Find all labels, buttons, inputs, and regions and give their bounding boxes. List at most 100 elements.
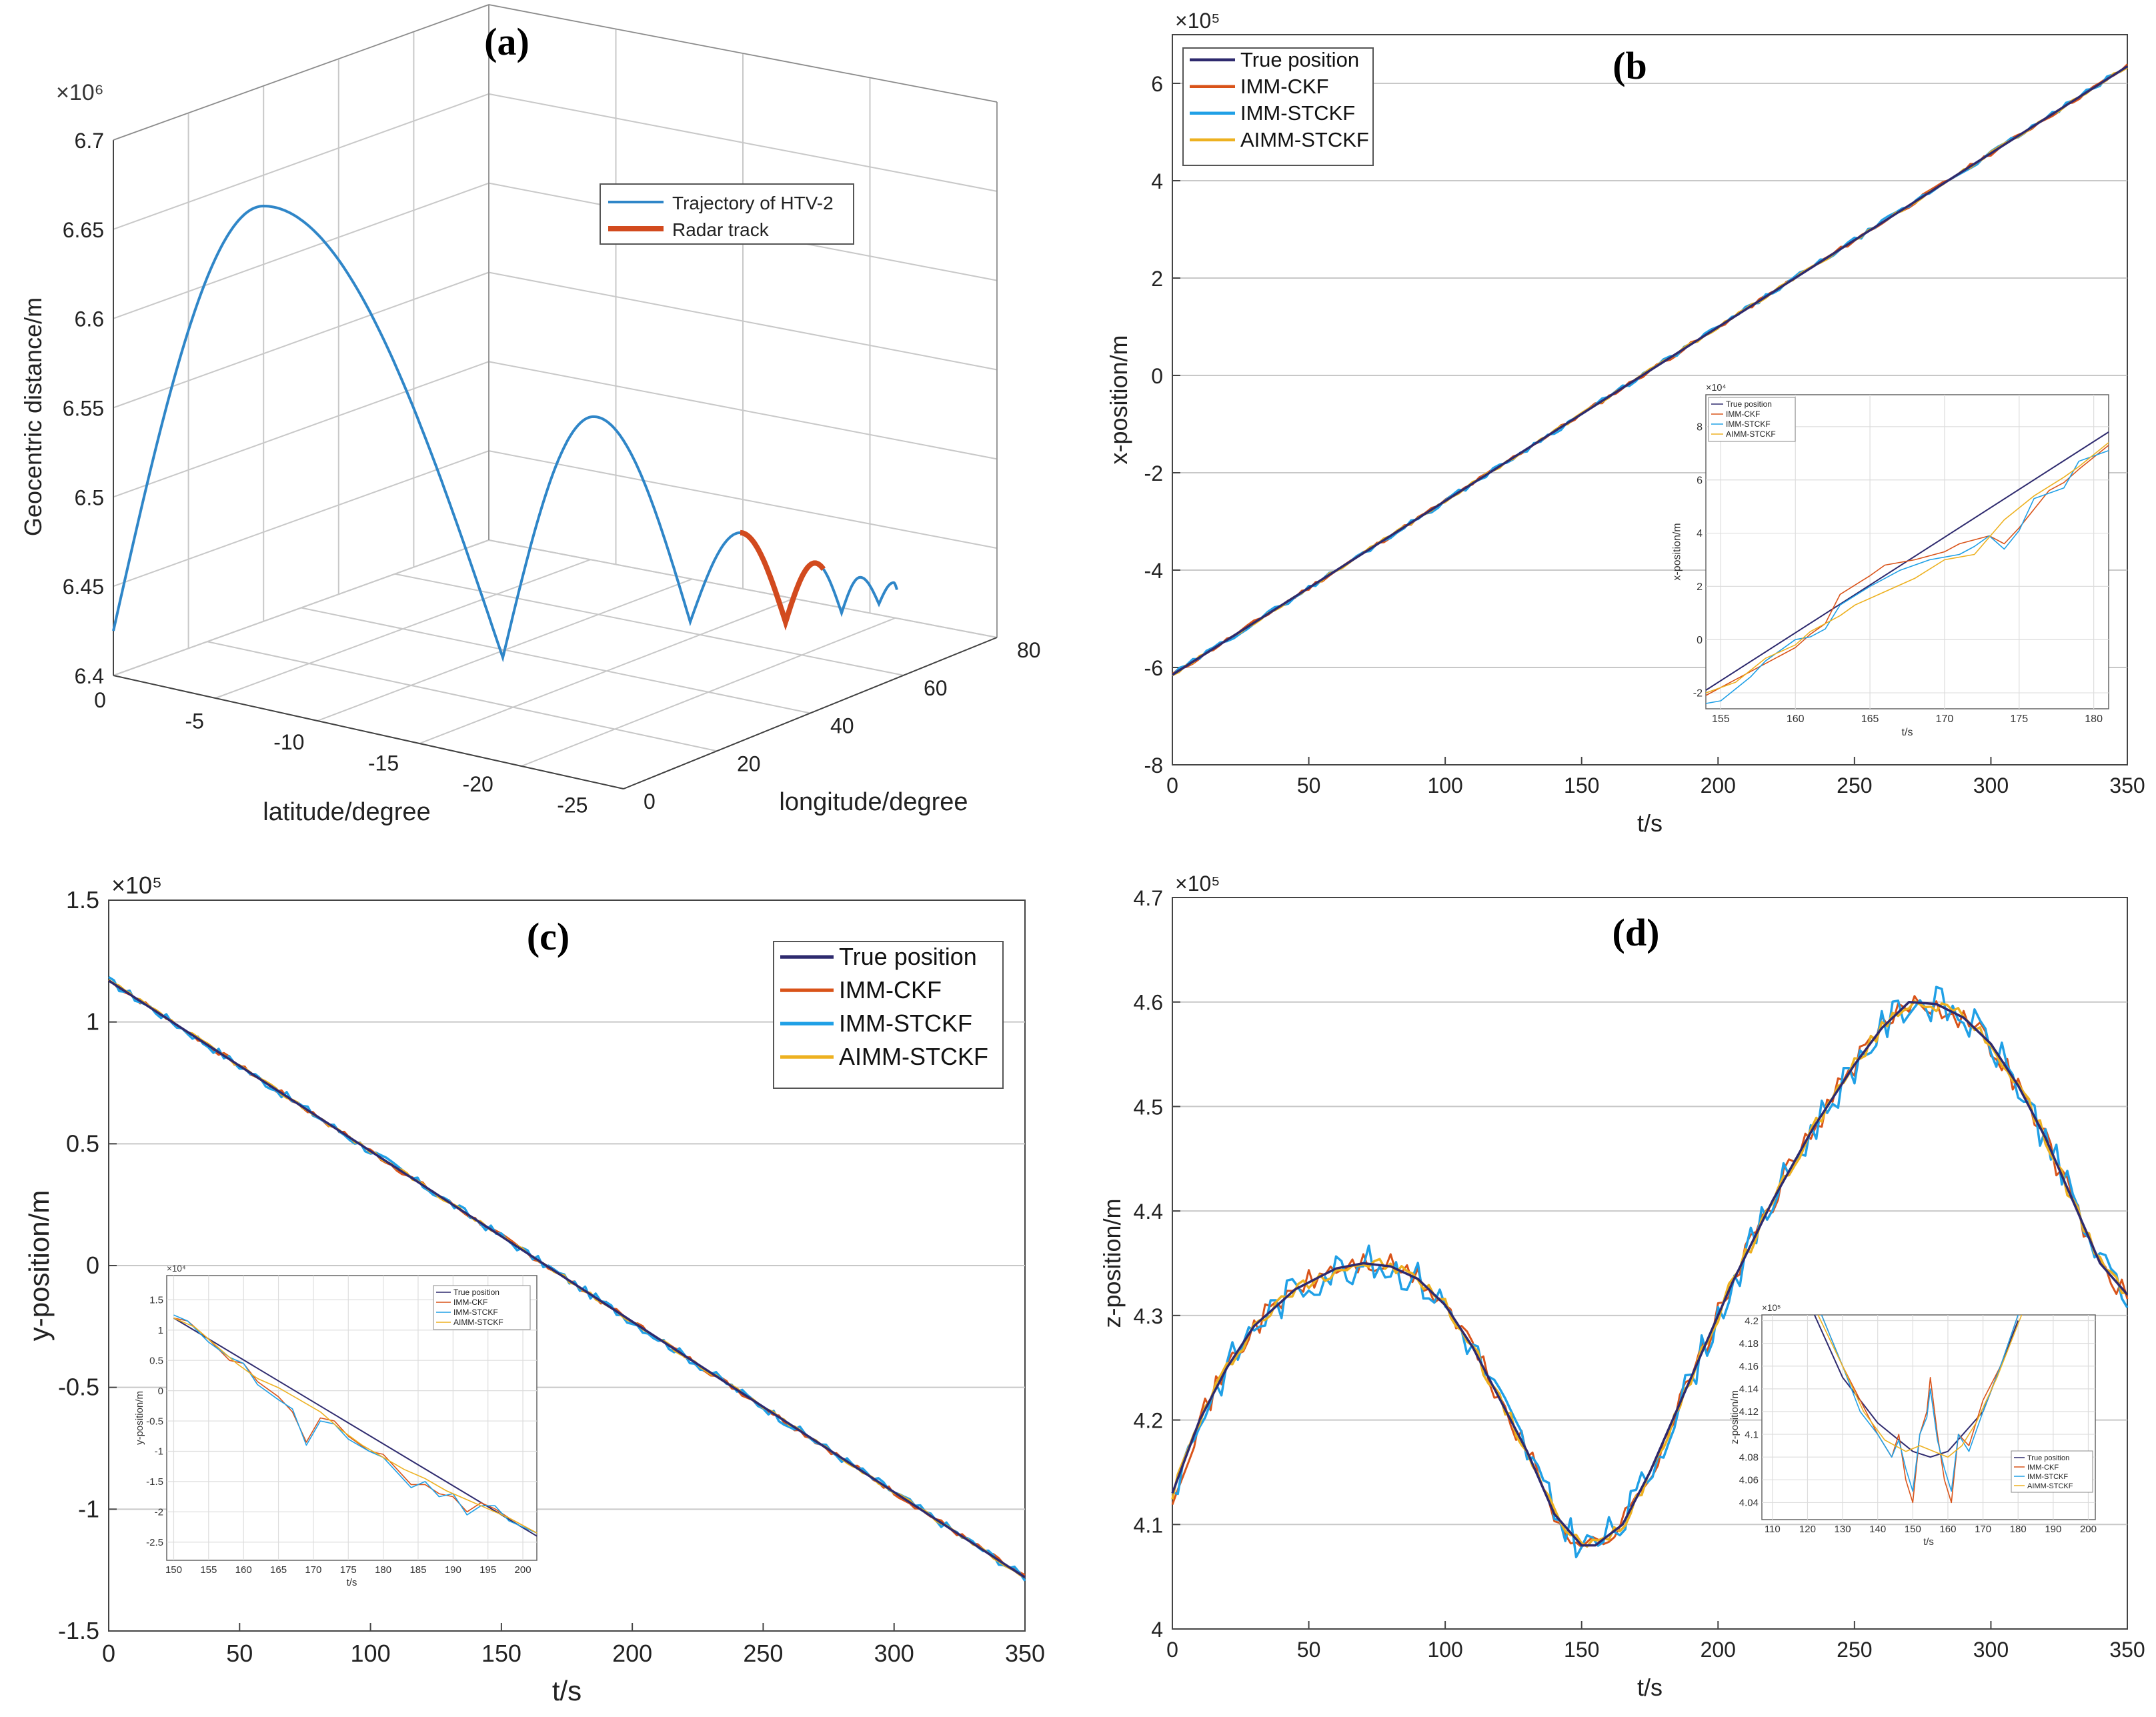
y-tick-label: 4.6 [1134, 991, 1163, 1015]
inset-y-tick: 4.12 [1739, 1406, 1759, 1418]
inset-x-tick: 130 [1835, 1524, 1851, 1535]
y-tick-label: 6 [1151, 72, 1163, 96]
x-tick-label: 350 [1005, 1640, 1045, 1667]
inset-y-tick: 0 [158, 1386, 163, 1397]
true-position-line [1171, 1000, 2129, 1547]
panel-label: (c) [527, 915, 570, 958]
x-tick-label: 0 [102, 1640, 115, 1667]
x-tick-label: 200 [1701, 773, 1736, 797]
y-tick-label: 0 [86, 1252, 99, 1279]
y-axis-label: y-position/m [23, 1190, 55, 1341]
inset-x-tick: 195 [479, 1564, 496, 1576]
x-tick-label: 350 [2109, 1638, 2145, 1662]
legend-entry: True position [1240, 48, 1359, 71]
inset-legend-entry: IMM-CKF [1726, 409, 1760, 419]
inset-x-tick: 180 [2085, 713, 2103, 725]
axis-edge [623, 637, 998, 789]
inset-legend-entry: AIMM-STCKF [1726, 429, 1776, 439]
inset-y-tick: -2 [1693, 688, 1703, 699]
inset-y-tick: 1.5 [149, 1295, 163, 1306]
inset-legend-entry: IMM-STCKF [453, 1308, 498, 1317]
panel-label: (b [1612, 44, 1647, 87]
y-tick-label: 4.3 [1134, 1304, 1163, 1328]
y-tick-label: -1.5 [58, 1617, 99, 1644]
inset-y-tick: 4.04 [1739, 1498, 1759, 1509]
y-tick-label: 0 [1151, 364, 1163, 388]
floor-gridline [207, 641, 718, 752]
y-tick-label: -1 [78, 1495, 99, 1522]
legend-box [1182, 47, 1374, 166]
x-tick-label: 300 [1973, 773, 2009, 797]
y-tick-label: 4.1 [1134, 1513, 1163, 1537]
panel-b-x-position: -8 -6 -4 -2 0 2 4 6 0 50 100 150 200 250 300 350 ×10⁵ t/s… [1105, 9, 2145, 837]
inset-x-tick: 110 [1765, 1524, 1781, 1535]
x-tick-label: 0 [94, 688, 106, 712]
legend-box [773, 941, 1004, 1089]
wall-gridline [113, 361, 489, 498]
y-axis-label: z-position/m [1098, 1198, 1126, 1328]
inset-legend-entry: AIMM-STCKF [453, 1318, 503, 1327]
wall-gridline [113, 182, 489, 319]
y-tick-label: 20 [737, 751, 761, 775]
wall-gridline [113, 450, 489, 587]
inset-x-tick: 190 [445, 1564, 461, 1576]
legend-entry: AIMM-STCKF [839, 1043, 988, 1070]
y-scale-label: ×10⁵ [1175, 872, 1220, 896]
inset-y-tick: 4.2 [1745, 1316, 1759, 1327]
panel-label: (d) [1612, 911, 1660, 954]
true-position-line [108, 980, 1026, 1579]
inset-legend-entry: IMM-CKF [453, 1298, 487, 1307]
legend-entry: IMM-CKF [1240, 75, 1329, 98]
axis-edge [113, 675, 624, 789]
inset-y-tick: 0.5 [149, 1355, 163, 1366]
inset-x-tick: 200 [2080, 1524, 2097, 1535]
floor-gridline [301, 607, 811, 714]
x-axis-label: t/s [1637, 809, 1663, 837]
inset-aimm-stckf-line [1705, 442, 2109, 693]
floor-gridline [488, 539, 998, 638]
inset-imm-stckf-line [1705, 450, 2109, 704]
y-tick-label: 1.5 [66, 886, 99, 914]
htv2-trajectory-line [112, 204, 898, 663]
inset-y-tick: 2 [1697, 581, 1703, 593]
true-position-line [1172, 65, 2128, 676]
y-tick-label: 4 [1151, 169, 1163, 193]
inset-legend-box [2011, 1450, 2093, 1493]
inset-scale: ×10⁴ [1706, 383, 1727, 393]
x-tick-label: 50 [1297, 773, 1321, 797]
inset-legend-entry: True position [1726, 399, 1772, 409]
inset-legend-entry: True position [453, 1288, 499, 1297]
y-axis-label: x-position/m [1105, 335, 1132, 464]
inset-imm-ckf-line [1705, 445, 2109, 696]
wall-gridline [113, 93, 489, 230]
inset-y-tick: 4.08 [1739, 1452, 1759, 1463]
inset-y-tick: 4.14 [1739, 1384, 1759, 1395]
y-tick-label: -6 [1144, 656, 1163, 680]
x-tick-label: 0 [1166, 773, 1178, 797]
inset-x-tick: 185 [409, 1564, 426, 1576]
inset-x-tick: 165 [1861, 713, 1879, 725]
z-tick-label: 6.7 [75, 129, 104, 153]
z-tick-label: 6.6 [75, 307, 104, 331]
x-tick-label: -25 [557, 793, 588, 817]
y-tick-label: 0 [644, 789, 656, 813]
box-edge [113, 4, 489, 141]
y-scale-label: ×10⁵ [111, 872, 162, 899]
inset-y-tick: -1 [155, 1446, 163, 1458]
panel-a-legend: Trajectory of HTV-2 Radar track [600, 183, 854, 245]
y-tick-label: -2 [1144, 461, 1163, 485]
inset-area [1705, 394, 2109, 709]
imm-stckf-line [1172, 986, 2129, 1558]
x-tick-label: 200 [1701, 1638, 1736, 1662]
x-axis-label: t/s [552, 1675, 582, 1706]
inset-aimm-stckf-line [1817, 1314, 2023, 1458]
inset-legend-entry: IMM-STCKF [1726, 419, 1771, 429]
z-tick-label: 6.55 [63, 397, 104, 421]
inset-scale: ×10⁵ [1762, 1303, 1781, 1313]
inset-x-tick: 180 [375, 1564, 391, 1576]
inset-y-tick: 4.18 [1739, 1338, 1759, 1350]
x-tick-label: 150 [481, 1640, 521, 1667]
inset-scale: ×10⁴ [167, 1264, 186, 1274]
panel-d-z-position: 4 4.1 4.2 4.3 4.4 4.5 4.6 4.7 0 50 100 150 200 250 300… [1098, 872, 2145, 1701]
x-tick-label: 50 [226, 1640, 253, 1667]
